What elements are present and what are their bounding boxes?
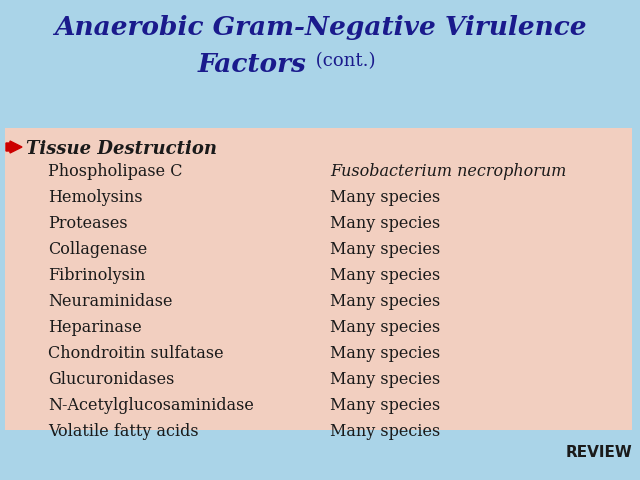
Text: REVIEW: REVIEW	[565, 445, 632, 460]
Text: Proteases: Proteases	[48, 215, 127, 232]
Text: Anaerobic Gram-Negative Virulence: Anaerobic Gram-Negative Virulence	[54, 15, 586, 40]
Text: Many species: Many species	[330, 189, 440, 206]
Text: Many species: Many species	[330, 319, 440, 336]
Text: Heparinase: Heparinase	[48, 319, 141, 336]
Bar	[5, 128, 632, 430]
Text: Many species: Many species	[330, 371, 440, 388]
Text: Fusobacterium necrophorum: Fusobacterium necrophorum	[330, 163, 566, 180]
Text: N-Acetylglucosaminidase: N-Acetylglucosaminidase	[48, 397, 254, 414]
Text: Phospholipase C: Phospholipase C	[48, 163, 182, 180]
Text: Many species: Many species	[330, 267, 440, 284]
Text: Many species: Many species	[330, 241, 440, 258]
Text: Volatile fatty acids: Volatile fatty acids	[48, 423, 198, 440]
Text: Many species: Many species	[330, 345, 440, 362]
Text: Glucuronidases: Glucuronidases	[48, 371, 174, 388]
Text: Fibrinolysin: Fibrinolysin	[48, 267, 145, 284]
Text: Many species: Many species	[330, 397, 440, 414]
Text: (cont.): (cont.)	[310, 52, 376, 70]
Text: Hemolysins: Hemolysins	[48, 189, 143, 206]
Text: Many species: Many species	[330, 215, 440, 232]
Text: Factors: Factors	[198, 52, 307, 77]
Text: Chondroitin sulfatase: Chondroitin sulfatase	[48, 345, 223, 362]
Text: Neuraminidase: Neuraminidase	[48, 293, 173, 310]
FancyArrow shape	[6, 141, 22, 153]
Text: Many species: Many species	[330, 423, 440, 440]
Text: Tissue Destruction: Tissue Destruction	[26, 140, 217, 158]
Text: Many species: Many species	[330, 293, 440, 310]
Text: Collagenase: Collagenase	[48, 241, 147, 258]
